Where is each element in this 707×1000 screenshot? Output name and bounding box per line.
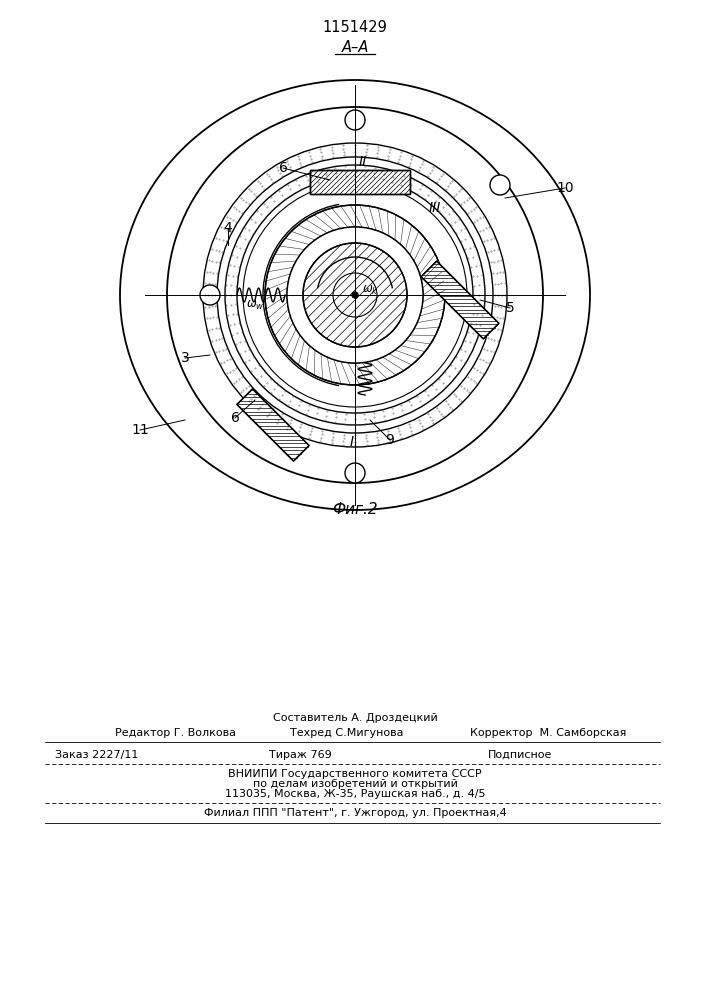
Text: Редактор Г. Волкова: Редактор Г. Волкова [115,728,236,738]
Text: Корректор  М. Самборская: Корректор М. Самборская [470,728,626,738]
Circle shape [333,273,377,317]
Text: II: II [359,155,367,169]
Text: ВНИИПИ Государственного комитета СССР: ВНИИПИ Государственного комитета СССР [228,769,481,779]
Text: 3: 3 [180,351,189,365]
Circle shape [490,175,510,195]
Polygon shape [310,170,410,194]
Circle shape [345,463,365,483]
Polygon shape [421,261,499,339]
Text: 113035, Москва, Ж-35, Раушская наб., д. 4/5: 113035, Москва, Ж-35, Раушская наб., д. … [225,789,485,799]
Circle shape [287,227,423,363]
Text: 5: 5 [506,301,515,315]
Text: 1151429: 1151429 [322,20,387,35]
Text: по делам изобретений и открытий: по делам изобретений и открытий [252,779,457,789]
Text: $\omega_k$: $\omega_k$ [361,283,378,297]
Text: I: I [350,435,354,449]
Text: $\omega_w$: $\omega_w$ [246,298,264,312]
Text: Подписное: Подписное [488,750,552,760]
Text: III: III [429,201,441,215]
Text: 4: 4 [223,221,233,235]
Text: 6: 6 [279,161,288,175]
Text: Филиал ППП "Патент", г. Ужгород, ул. Проектная,4: Филиал ППП "Патент", г. Ужгород, ул. Про… [204,808,506,818]
Wedge shape [265,205,445,385]
Text: Техред С.Мигунова: Техред С.Мигунова [290,728,404,738]
Text: Тираж 769: Тираж 769 [269,750,332,760]
Text: 10: 10 [556,181,574,195]
Circle shape [237,177,473,413]
Text: 9: 9 [385,433,395,447]
Circle shape [345,110,365,130]
Text: А–А: А–А [341,40,368,55]
Circle shape [203,143,507,447]
Polygon shape [237,389,309,461]
Circle shape [225,165,485,425]
Text: 11: 11 [131,423,149,437]
Circle shape [217,157,493,433]
Text: 6: 6 [230,411,240,425]
Circle shape [303,243,407,347]
Circle shape [200,285,220,305]
Text: Заказ 2227/11: Заказ 2227/11 [55,750,139,760]
Text: Фиг.2: Фиг.2 [332,502,378,518]
Circle shape [352,292,358,298]
Text: Составитель А. Дроздецкий: Составитель А. Дроздецкий [273,713,438,723]
